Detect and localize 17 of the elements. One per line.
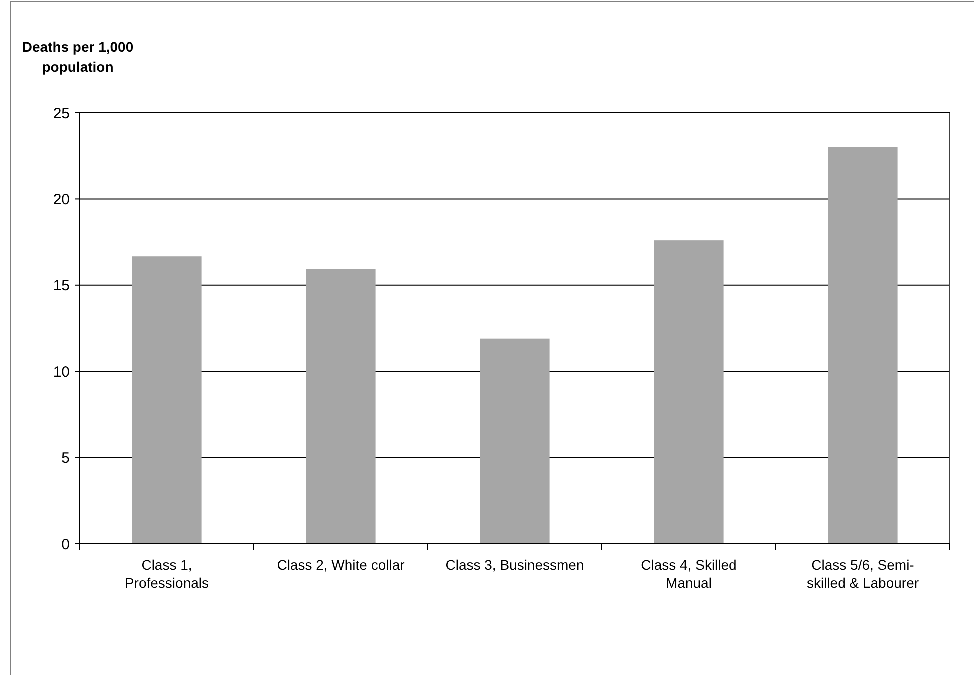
y-tick-label: 15	[53, 278, 70, 295]
y-tick-label: 20	[53, 191, 70, 208]
y-axis-title: Deaths per 1,000 population	[22, 39, 134, 75]
bar	[132, 256, 202, 544]
x-tick-label: Class 1, Professionals	[124, 557, 210, 591]
x-tick-label: Class 5/6, Semi-skilled & Labourer	[806, 557, 920, 591]
bar	[306, 269, 376, 544]
bar	[654, 240, 724, 544]
bar	[828, 147, 898, 544]
y-tick-label: 5	[62, 450, 70, 468]
y-tick-label: 25	[53, 105, 70, 122]
x-tick-label: Class 2, White collar	[277, 557, 406, 573]
bar	[480, 338, 550, 544]
x-tick-label: Class 4, Skilled Manual	[641, 557, 737, 591]
x-tick-label: Class 3, Businessmen	[446, 557, 584, 573]
y-tick-label: 10	[53, 364, 70, 381]
y-tick-label: 0	[62, 536, 70, 554]
